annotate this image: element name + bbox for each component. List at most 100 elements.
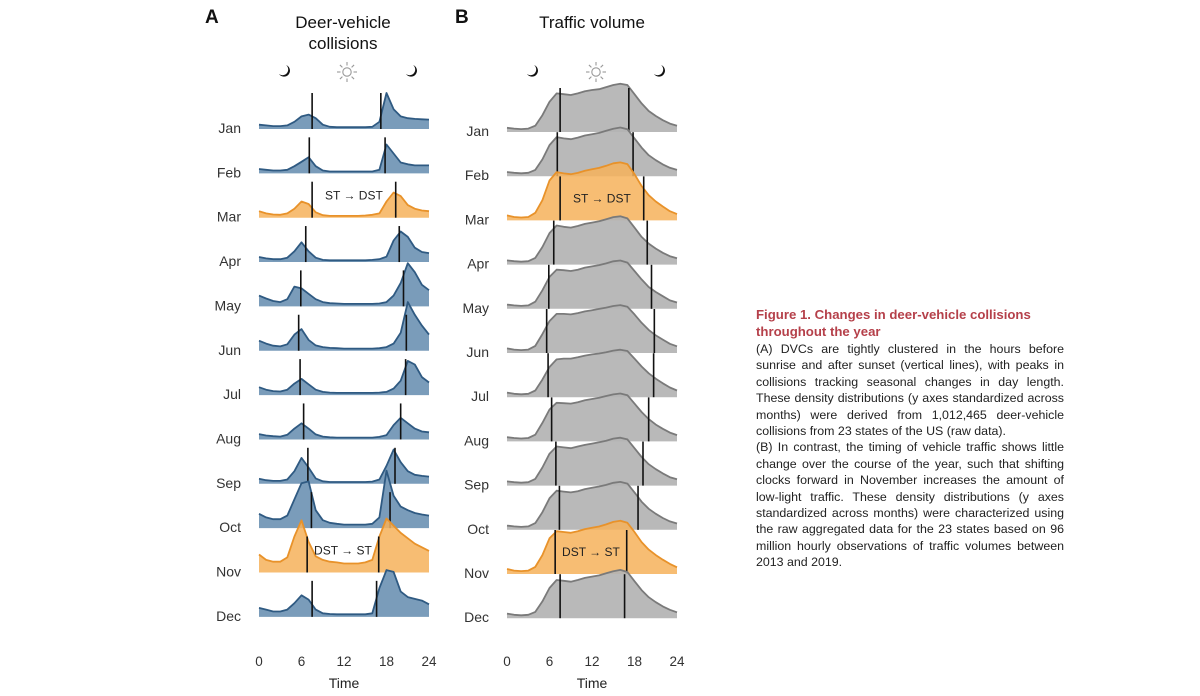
ridge-area xyxy=(259,518,429,573)
x-tick-label: 18 xyxy=(627,654,642,669)
panel-a-title-line1: Deer-vehicle xyxy=(295,13,390,32)
ridge-jul xyxy=(258,359,430,396)
moon-icon xyxy=(279,65,290,77)
ridge-area xyxy=(259,93,429,129)
x-axis-label: Time xyxy=(329,675,360,691)
ridge-feb xyxy=(506,126,678,177)
month-label: Jul xyxy=(471,388,489,404)
ridge-dec xyxy=(506,569,678,619)
ridge-line xyxy=(258,230,430,262)
month-label: Feb xyxy=(217,164,241,180)
panel-a-title-line2: collisions xyxy=(309,34,378,53)
ridge-area xyxy=(259,360,429,396)
panel-a-letter: A xyxy=(205,7,219,28)
month-label: Apr xyxy=(219,253,241,269)
x-tick-label: 24 xyxy=(421,654,437,669)
x-tick-label: 0 xyxy=(255,654,263,669)
month-label: Aug xyxy=(216,430,241,446)
ridge-may xyxy=(506,259,678,309)
month-label: Sep xyxy=(216,475,241,491)
month-label: Oct xyxy=(467,521,489,537)
figure-caption: Figure 1. Changes in deer-vehicle collis… xyxy=(756,306,1064,571)
ridge-area xyxy=(259,144,429,174)
month-label: May xyxy=(215,297,241,313)
ridge-line xyxy=(506,519,678,572)
moon-icon xyxy=(654,65,665,77)
ridge-area xyxy=(259,231,429,263)
ridge-area xyxy=(507,393,677,442)
ridge-mar: ST → DST xyxy=(506,161,678,221)
panel-a-plot: Jan Feb Mar Apr May Jun Jul Aug Sep Oct Nov Dec ST →… xyxy=(215,62,437,691)
ridge-line xyxy=(506,215,678,263)
ridge-jan xyxy=(506,82,678,132)
ridge-sep xyxy=(258,447,430,484)
figure-panels: A Deer-vehicle collisions B Traffic volu… xyxy=(205,7,685,691)
x-tick-label: 24 xyxy=(669,654,685,669)
month-label: Mar xyxy=(465,211,489,227)
clock-change-label: ST → DST xyxy=(325,189,383,203)
clock-change-label: DST → ST xyxy=(562,545,620,559)
moon-icon xyxy=(406,65,417,77)
ridge-line xyxy=(506,481,678,528)
caption-panel-b: (B) In contrast, the timing of vehicle t… xyxy=(756,440,1064,570)
ridge-nov: DST → ST xyxy=(506,519,678,574)
panel-b-letter: B xyxy=(455,7,469,28)
month-label: Apr xyxy=(467,256,489,272)
ridge-mar: ST → DST xyxy=(258,181,430,218)
ridge-feb xyxy=(258,137,429,174)
month-label: Feb xyxy=(465,167,489,183)
x-tick-label: 12 xyxy=(584,654,599,669)
ridge-sep xyxy=(506,436,678,486)
ridge-apr xyxy=(506,215,678,265)
ridge-line xyxy=(258,143,429,173)
ridge-may xyxy=(258,262,430,307)
ridge-apr xyxy=(258,226,430,263)
ridge-line xyxy=(258,360,430,394)
sun-icon xyxy=(337,62,357,82)
ridge-area xyxy=(259,302,429,351)
ridge-jul xyxy=(506,348,678,398)
x-tick-label: 18 xyxy=(379,654,394,669)
ridge-line xyxy=(258,262,430,305)
ridge-line xyxy=(258,517,430,565)
ridge-line xyxy=(506,569,678,617)
ridge-area xyxy=(507,437,677,486)
month-label: Jun xyxy=(218,342,241,358)
sun-icon xyxy=(586,62,606,82)
ridge-line xyxy=(506,304,678,351)
x-tick-label: 6 xyxy=(298,654,306,669)
ridge-line xyxy=(258,569,430,616)
month-label: Jun xyxy=(466,344,489,360)
month-label: May xyxy=(463,300,489,316)
month-label: Sep xyxy=(464,477,489,493)
x-tick-label: 6 xyxy=(546,654,554,669)
ridge-oct xyxy=(258,469,430,529)
clock-change-label: ST → DST xyxy=(573,191,631,205)
month-label: Oct xyxy=(219,519,241,535)
ridge-aug xyxy=(258,403,430,440)
ridge-jan xyxy=(258,92,430,129)
panel-b-plot: Jan Feb Mar Apr May Jun Jul Aug Sep Oct Nov Dec ST →… xyxy=(463,62,685,691)
ridge-area xyxy=(507,162,677,221)
month-label: Jan xyxy=(466,123,489,139)
ridge-line xyxy=(506,126,678,175)
month-label: Jul xyxy=(223,386,241,402)
ridge-line xyxy=(258,301,430,350)
x-axis-label: Time xyxy=(577,675,608,691)
month-label: Dec xyxy=(216,608,241,624)
ridge-line xyxy=(258,448,430,483)
ridge-aug xyxy=(506,392,678,442)
month-label: Nov xyxy=(216,564,241,580)
ridge-line xyxy=(506,82,678,130)
ridge-nov: DST → ST xyxy=(258,517,430,573)
caption-title: Figure 1. Changes in deer-vehicle collis… xyxy=(756,307,1031,339)
ridge-area xyxy=(507,520,677,574)
ridge-area xyxy=(259,570,429,617)
ridge-area xyxy=(259,417,429,440)
ridge-area xyxy=(507,349,677,398)
ridge-oct xyxy=(506,481,678,530)
ridge-area xyxy=(259,192,429,218)
ridge-line xyxy=(506,436,678,484)
ridge-line xyxy=(258,469,430,526)
ridge-area xyxy=(507,305,677,353)
